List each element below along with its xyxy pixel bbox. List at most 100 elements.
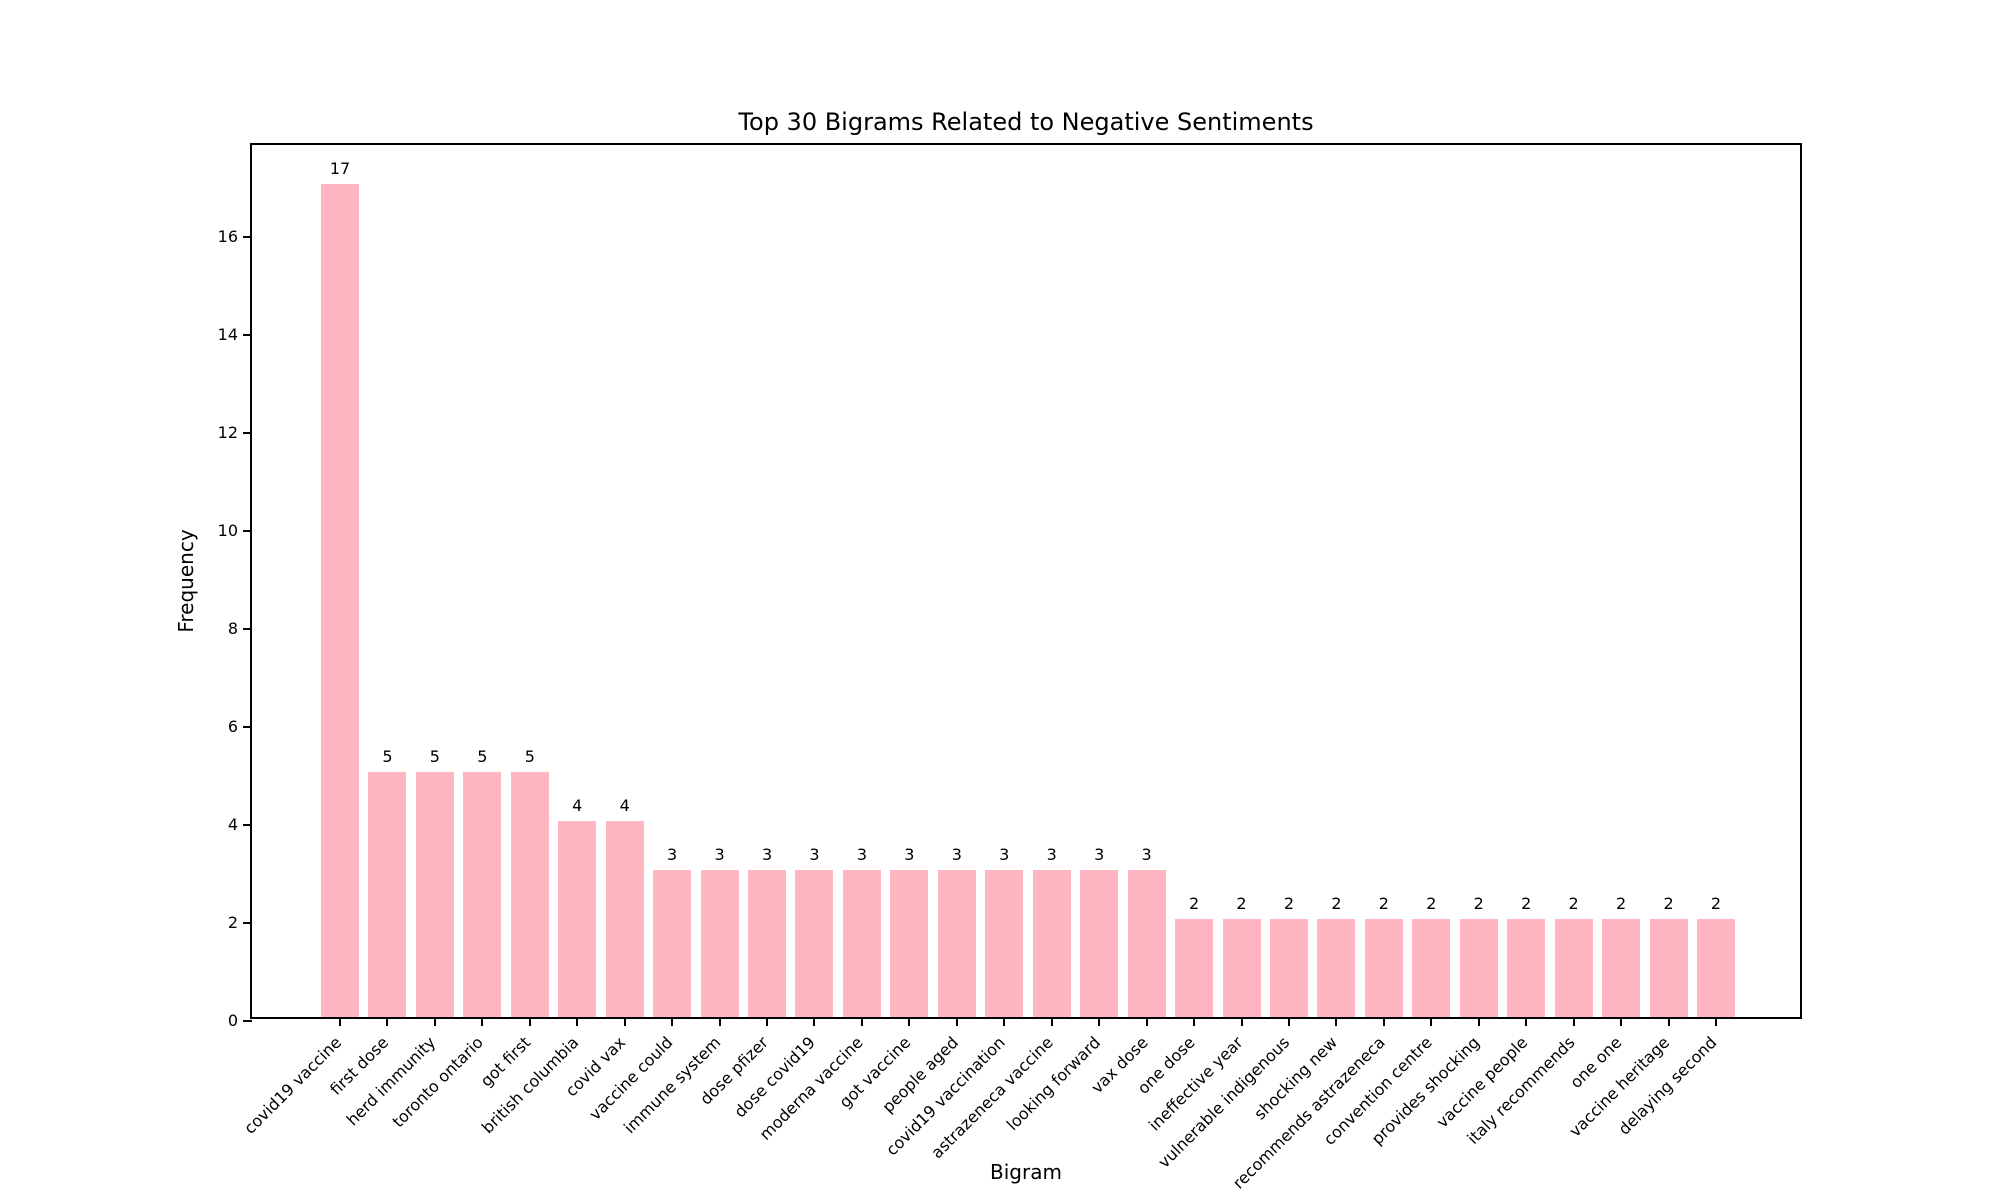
x-axis-tick bbox=[481, 1017, 484, 1026]
bar-vaccine-heritage bbox=[1649, 919, 1688, 1017]
bar-value-label: 2 bbox=[1473, 894, 1484, 914]
bar-one-one bbox=[1602, 919, 1641, 1017]
bar-value-label: 4 bbox=[572, 796, 583, 816]
chart-title: Top 30 Bigrams Related to Negative Senti… bbox=[738, 108, 1314, 136]
y-axis-tick bbox=[243, 922, 252, 924]
bar-value-label: 2 bbox=[1616, 894, 1627, 914]
bar-one-dose bbox=[1175, 919, 1214, 1017]
x-axis-tick bbox=[1572, 1017, 1575, 1026]
x-axis-tick bbox=[1477, 1017, 1480, 1026]
bar-vaccine-people bbox=[1507, 919, 1546, 1017]
bar-value-label: 2 bbox=[1568, 894, 1579, 914]
bar-dose-pfizer bbox=[748, 870, 787, 1017]
bar-value-label: 3 bbox=[667, 845, 678, 865]
bar-covid19-vaccine bbox=[321, 184, 359, 1017]
bar-value-label: 3 bbox=[809, 845, 820, 865]
y-axis-tick bbox=[243, 236, 252, 239]
x-axis-tick bbox=[1667, 1017, 1670, 1026]
x-axis-tick bbox=[1715, 1017, 1717, 1026]
y-tick-label: 6 bbox=[227, 717, 238, 737]
bar-value-label: 5 bbox=[429, 747, 440, 767]
x-axis-tick bbox=[1098, 1017, 1101, 1026]
bar-recommends-astrazeneca bbox=[1364, 919, 1403, 1017]
bar-vaccine-could bbox=[653, 870, 692, 1017]
bar-value-label: 2 bbox=[1426, 894, 1437, 914]
x-axis-tick bbox=[1145, 1017, 1148, 1026]
x-axis-tick bbox=[860, 1017, 863, 1026]
bar-vax-dose bbox=[1127, 870, 1166, 1017]
x-axis-tick bbox=[766, 1017, 769, 1026]
bar-toronto-ontario bbox=[463, 772, 502, 1017]
x-axis-tick bbox=[1430, 1017, 1433, 1026]
bar-herd-immunity bbox=[415, 772, 454, 1017]
bar-value-label: 3 bbox=[904, 845, 915, 865]
bar-value-label: 3 bbox=[856, 845, 868, 865]
bar-value-label: 5 bbox=[477, 747, 488, 767]
bar-dose-covid19 bbox=[795, 870, 834, 1017]
bar-value-label: 3 bbox=[1046, 845, 1057, 865]
bar-value-label: 3 bbox=[951, 845, 962, 865]
bar-people-aged bbox=[937, 870, 976, 1017]
bar-value-label: 2 bbox=[1283, 894, 1295, 914]
bar-value-label: 5 bbox=[524, 747, 535, 767]
bar-got-vaccine bbox=[890, 870, 929, 1017]
x-axis-tick bbox=[623, 1017, 626, 1026]
x-axis-tick bbox=[955, 1017, 958, 1026]
y-tick-label: 4 bbox=[227, 815, 238, 835]
y-tick-label: 14 bbox=[217, 325, 238, 345]
y-tick-label: 16 bbox=[217, 227, 238, 247]
plot-area: 17 covid19 vaccine 5 first dose 5 herd immuni… bbox=[218, 143, 1802, 1193]
x-axis-tick bbox=[576, 1017, 579, 1026]
bar-looking-forward bbox=[1080, 870, 1119, 1017]
x-axis-tick bbox=[1003, 1017, 1006, 1026]
x-axis-tick bbox=[1287, 1017, 1290, 1026]
y-axis-tick bbox=[243, 824, 252, 827]
y-tick-label: 0 bbox=[227, 1011, 238, 1030]
bar-ineffective-year bbox=[1222, 919, 1261, 1017]
y-tick-label: 12 bbox=[217, 423, 238, 443]
x-axis-tick bbox=[1525, 1017, 1528, 1026]
x-axis-title: Bigram bbox=[990, 1160, 1062, 1184]
bar-value-label: 4 bbox=[619, 796, 630, 816]
y-axis-tick bbox=[243, 530, 252, 533]
bar-covid19-vaccination bbox=[985, 870, 1024, 1017]
y-tick-label: 2 bbox=[227, 913, 238, 932]
x-axis-tick bbox=[528, 1017, 531, 1026]
bar-shocking-new bbox=[1317, 919, 1356, 1017]
x-axis-tick bbox=[908, 1017, 911, 1026]
bar-provides-shocking bbox=[1459, 919, 1498, 1017]
x-axis-tick bbox=[1620, 1017, 1623, 1026]
y-tick-label: 10 bbox=[217, 521, 238, 541]
x-axis-tick bbox=[671, 1017, 674, 1026]
x-axis-tick bbox=[386, 1017, 389, 1026]
bar-value-label: 2 bbox=[1378, 894, 1389, 914]
x-axis-tick bbox=[1335, 1017, 1338, 1026]
bar-immune-system bbox=[700, 870, 739, 1017]
x-axis-tick bbox=[433, 1017, 436, 1026]
y-axis-tick bbox=[243, 432, 252, 435]
bar-value-label: 3 bbox=[999, 845, 1010, 865]
bar-value-label: 2 bbox=[1710, 894, 1722, 914]
bar-value-label: 3 bbox=[1094, 845, 1105, 865]
x-axis-tick bbox=[1193, 1017, 1196, 1026]
bar-first-dose bbox=[368, 772, 407, 1017]
bar-value-label: 3 bbox=[761, 845, 773, 865]
y-axis-tick bbox=[243, 1020, 252, 1022]
bar-value-label: 17 bbox=[329, 159, 351, 179]
bar-value-label: 3 bbox=[714, 845, 725, 865]
y-axis-tick bbox=[243, 726, 252, 729]
x-axis-tick bbox=[1240, 1017, 1243, 1026]
x-axis-tick bbox=[1050, 1017, 1053, 1026]
x-axis-tick bbox=[339, 1017, 341, 1026]
bar-italy-recommends bbox=[1554, 919, 1593, 1017]
bar-delaying-second bbox=[1697, 919, 1735, 1017]
y-axis-tick bbox=[243, 628, 252, 631]
y-axis-title-text: Frequency bbox=[174, 529, 198, 633]
bar-value-label: 2 bbox=[1236, 894, 1247, 914]
x-axis-tick bbox=[1382, 1017, 1385, 1026]
bar-moderna-vaccine bbox=[842, 870, 881, 1017]
bar-value-label: 2 bbox=[1521, 894, 1532, 914]
bar-astrazeneca-vaccine bbox=[1032, 870, 1071, 1017]
bar-convention-centre bbox=[1412, 919, 1451, 1017]
